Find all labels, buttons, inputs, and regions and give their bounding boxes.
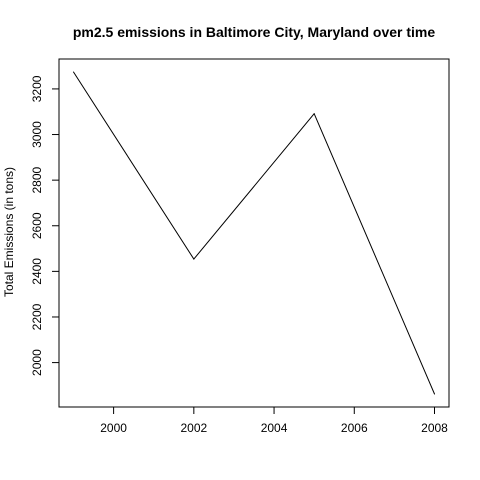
y-tick-label: 2600 bbox=[30, 212, 44, 239]
x-tick-label: 2006 bbox=[341, 421, 368, 435]
y-tick-label: 2000 bbox=[30, 349, 44, 376]
chart-title: pm2.5 emissions in Baltimore City, Maryl… bbox=[73, 24, 436, 40]
y-tick-label: 2200 bbox=[30, 303, 44, 330]
series-line-segment bbox=[313, 113, 435, 395]
y-tick-label: 2400 bbox=[30, 258, 44, 285]
y-tick-label: 2800 bbox=[30, 166, 44, 193]
plot-frame bbox=[58, 58, 450, 408]
series-line-segment bbox=[193, 113, 315, 260]
x-tick-label: 2000 bbox=[100, 421, 127, 435]
series-layer bbox=[73, 71, 435, 395]
series-line-segment bbox=[73, 71, 195, 260]
x-axis: 2000 2002 2004 2006 2008 bbox=[100, 406, 448, 435]
x-tick-label: 2004 bbox=[261, 421, 288, 435]
y-axis: 2000 2200 2400 2600 2800 3000 3200 bbox=[30, 75, 60, 376]
x-tick-label: 2008 bbox=[421, 421, 448, 435]
x-tick-label: 2002 bbox=[180, 421, 207, 435]
y-tick-label: 3200 bbox=[30, 75, 44, 102]
y-axis-label: Total Emissions (in tons) bbox=[2, 167, 16, 297]
y-tick-label: 3000 bbox=[30, 121, 44, 148]
